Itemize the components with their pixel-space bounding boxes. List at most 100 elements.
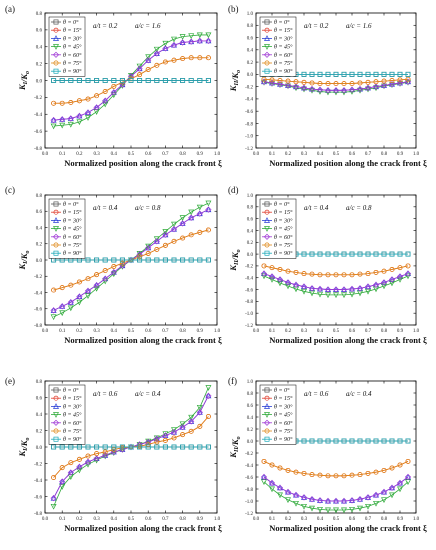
data-point [333, 71, 339, 77]
legend-label: θ = 15° [274, 209, 293, 216]
data-point [405, 458, 411, 464]
data-point [76, 463, 83, 470]
data-point [333, 473, 339, 479]
data-point [261, 263, 267, 269]
data-point [372, 281, 380, 288]
data-point [405, 438, 411, 444]
data-point [381, 283, 387, 290]
data-point [309, 251, 315, 257]
y-tick-label: 0.2 [247, 61, 254, 66]
data-point [136, 65, 143, 72]
data-point [171, 36, 177, 43]
data-point [76, 467, 83, 474]
legend-label: θ = 15° [63, 27, 82, 34]
legend-marker [52, 51, 60, 58]
legend-label: θ = 75° [63, 242, 82, 249]
data-point [317, 81, 323, 87]
data-point [196, 404, 203, 411]
panel-annotation: a/t = 0.4 [304, 204, 329, 212]
data-point [180, 235, 186, 241]
y-tick-label: -1.0 [245, 500, 253, 505]
data-point [111, 83, 117, 89]
x-tick-label: 0.7 [365, 152, 372, 157]
data-point [188, 428, 194, 434]
data-point [179, 421, 186, 428]
data-point [67, 469, 74, 476]
data-point [94, 272, 100, 278]
data-point [162, 437, 168, 443]
x-tick-label: 0.8 [179, 517, 186, 522]
data-point [317, 251, 323, 257]
legend-label: θ = 0° [274, 19, 290, 26]
y-tick-label: 0.8 [247, 392, 254, 397]
data-point [341, 438, 347, 444]
legend-label: θ = 75° [274, 242, 293, 249]
data-point [364, 283, 372, 290]
data-point [356, 285, 364, 292]
data-point [59, 100, 65, 106]
y-tick-label: -0.8 [34, 324, 42, 329]
legend-marker [53, 201, 59, 207]
x-tick-label: 1.0 [413, 152, 420, 157]
data-point [372, 83, 380, 90]
data-point [397, 77, 403, 83]
data-point [179, 220, 186, 226]
legend-marker [264, 242, 270, 248]
data-point [284, 488, 292, 496]
series-4 [260, 473, 412, 505]
y-tick-label: -0.6 [34, 308, 42, 313]
series-line [263, 81, 409, 91]
data-point [93, 104, 100, 111]
y-axis-label: KI/Ko [17, 71, 31, 91]
data-point [145, 444, 151, 450]
data-point [284, 279, 292, 286]
data-point [85, 96, 91, 102]
data-point [145, 251, 151, 256]
data-point [205, 78, 211, 83]
data-point [341, 507, 347, 514]
data-point [380, 279, 388, 286]
data-point [261, 76, 267, 82]
x-tick-label: 1.0 [214, 152, 221, 157]
data-point [67, 121, 74, 128]
legend-label: θ = 0° [63, 19, 79, 26]
x-tick-label: 0.3 [301, 152, 308, 157]
data-point [341, 71, 347, 77]
data-point [341, 473, 347, 479]
y-tick-label: 0.6 [247, 404, 254, 409]
data-point [364, 494, 372, 501]
data-point [153, 238, 160, 244]
data-point [285, 83, 291, 90]
legend-label: θ = 0° [63, 387, 79, 394]
data-point [128, 78, 134, 83]
y-tick-label: -1.0 [245, 135, 253, 140]
data-point [260, 270, 268, 277]
data-point [188, 418, 195, 424]
data-point [153, 435, 160, 442]
data-point [171, 238, 177, 244]
data-point [309, 438, 315, 444]
data-point [332, 87, 340, 94]
data-point [357, 251, 363, 257]
y-tick-label: 0.6 [36, 396, 43, 401]
data-point [276, 276, 284, 283]
data-point [365, 271, 371, 277]
data-point [389, 280, 395, 287]
data-point [102, 268, 108, 274]
data-point [59, 465, 65, 471]
data-point [145, 244, 152, 251]
data-point [205, 206, 212, 213]
y-tick-label: -0.2 [34, 462, 42, 467]
data-point [333, 438, 339, 444]
y-tick-label: -0.2 [245, 85, 253, 90]
data-point [111, 78, 117, 83]
data-point [269, 462, 275, 468]
data-point [50, 495, 57, 502]
legend-label: θ = 0° [274, 387, 290, 394]
data-point [171, 78, 177, 83]
data-point [76, 299, 83, 306]
data-point [188, 418, 195, 425]
data-point [145, 57, 152, 64]
x-tick-label: 0.9 [197, 329, 204, 334]
legend-label: θ = 90° [63, 436, 82, 443]
